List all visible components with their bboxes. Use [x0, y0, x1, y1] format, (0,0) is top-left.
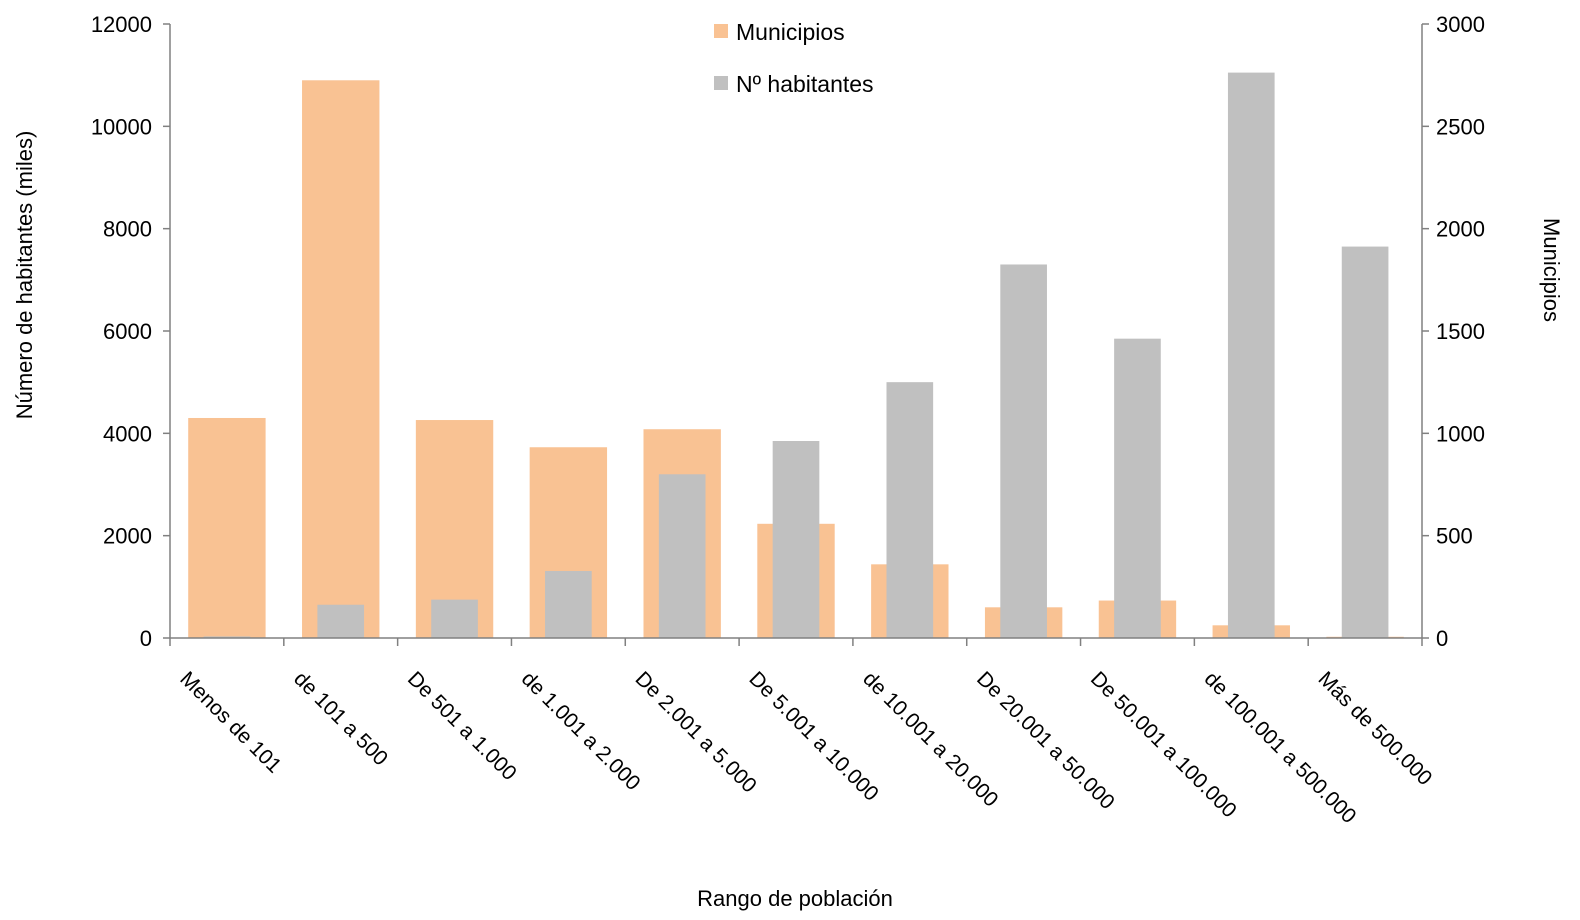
bar-municipios	[302, 80, 380, 639]
bars-layer	[188, 72, 1404, 639]
bar-habitantes	[1000, 264, 1047, 638]
legend-swatch-habitantes	[714, 76, 728, 90]
left-tick-label: 2000	[103, 524, 152, 549]
right-tick-label: 1000	[1436, 421, 1485, 446]
x-axis-title: Rango de población	[697, 886, 893, 911]
category-label: Menos de 101	[175, 667, 285, 777]
right-tick-label: 3000	[1436, 12, 1485, 37]
left-axis-title: Número de habitantes (miles)	[12, 131, 37, 420]
right-tick-label: 2500	[1436, 114, 1485, 139]
bar-habitantes	[658, 474, 706, 638]
bar-habitantes	[1341, 246, 1389, 638]
bar-habitantes	[545, 570, 592, 638]
right-axis-title: Municipios	[1539, 218, 1564, 322]
category-label: De 501 a 1.000	[403, 667, 521, 785]
bar-habitantes	[1227, 72, 1275, 638]
left-tick-label: 6000	[103, 319, 152, 344]
ticks-layer	[163, 23, 1429, 646]
bar-habitantes	[203, 636, 251, 638]
category-label: de 101 a 500	[289, 667, 392, 770]
right-tick-label: 0	[1436, 626, 1448, 651]
bar-habitantes	[886, 382, 934, 638]
category-label: De 5.001 a 10.000	[744, 667, 882, 805]
right-tick-label: 500	[1436, 524, 1473, 549]
legend-swatch-municipios	[714, 24, 728, 38]
bar-municipios	[188, 417, 266, 638]
legend: Municipios Nº habitantes	[714, 19, 874, 97]
right-tick-label: 1500	[1436, 319, 1485, 344]
left-tick-label: 0	[140, 626, 152, 651]
bar-habitantes	[772, 441, 820, 638]
left-tick-label: 8000	[103, 217, 152, 242]
legend-label-habitantes: Nº habitantes	[736, 71, 874, 97]
category-label: De 2.001 a 5.000	[631, 667, 761, 797]
left-tick-label: 10000	[91, 114, 152, 139]
category-label: de 1.001 a 2.000	[517, 667, 645, 795]
labels-layer: 0 2000 4000 6000 8000 10000 12000 0 500 1000 1500 2…	[91, 12, 1485, 828]
legend-label-municipios: Municipios	[736, 19, 845, 45]
bar-habitantes	[1114, 338, 1161, 638]
left-tick-label: 12000	[91, 12, 152, 37]
right-tick-label: 2000	[1436, 217, 1485, 242]
category-label: Más de 500.000	[1314, 667, 1437, 790]
bar-habitantes	[317, 604, 365, 638]
bar-habitantes	[431, 599, 478, 638]
left-tick-label: 4000	[103, 421, 152, 446]
